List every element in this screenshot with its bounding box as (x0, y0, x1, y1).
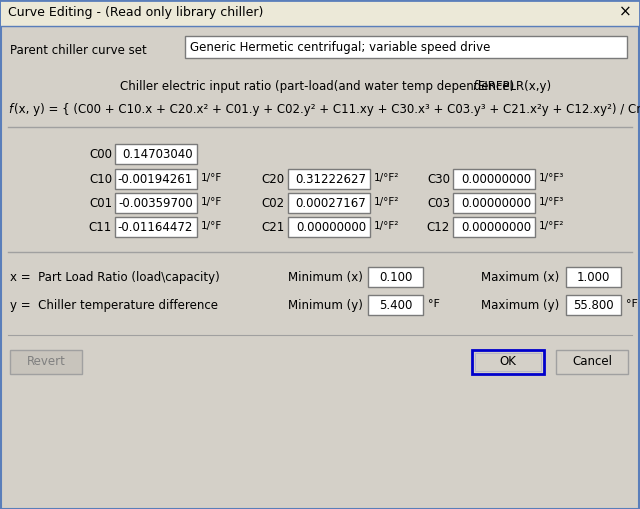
Text: 0.14703040: 0.14703040 (122, 148, 193, 161)
Text: f: f (8, 103, 12, 116)
Bar (472, 350, 544, 374)
Text: OK: OK (500, 354, 516, 367)
Text: -0.01164472: -0.01164472 (118, 220, 193, 234)
Text: 1/°F³: 1/°F³ (539, 196, 564, 207)
Bar (115, 217, 197, 238)
Text: C11: C11 (89, 220, 112, 234)
Bar (368, 295, 423, 316)
Text: 1/°F²: 1/°F² (539, 220, 564, 231)
Text: C20: C20 (262, 173, 285, 186)
Bar (115, 169, 197, 190)
Text: 0.100: 0.100 (379, 270, 412, 284)
Text: Chiller electric input ratio (part-load(and water temp dependence): Chiller electric input ratio (part-load(… (120, 80, 518, 93)
Text: 1/°F: 1/°F (201, 173, 222, 183)
Text: 1/°F³: 1/°F³ (539, 173, 564, 183)
Text: C02: C02 (262, 196, 285, 210)
Text: Generic Hermetic centrifugal; variable speed drive: Generic Hermetic centrifugal; variable s… (190, 41, 490, 54)
Text: 1/°F²: 1/°F² (374, 196, 399, 207)
Bar (288, 169, 370, 190)
Text: EIRFPLR(x,y): EIRFPLR(x,y) (478, 80, 552, 93)
Text: C30: C30 (427, 173, 450, 186)
Bar (288, 193, 370, 214)
Bar (115, 145, 197, 165)
Text: 0.00000000: 0.00000000 (461, 173, 531, 186)
Text: C01: C01 (89, 196, 112, 210)
Text: f: f (472, 80, 476, 93)
Text: C00: C00 (89, 148, 112, 161)
Text: C12: C12 (427, 220, 450, 234)
Bar (185, 37, 627, 59)
Text: Minimum (y): Minimum (y) (287, 298, 362, 312)
Text: Maximum (y): Maximum (y) (481, 298, 559, 312)
Bar (368, 267, 423, 288)
Bar (1, 1, 639, 27)
Bar (453, 193, 535, 214)
Text: Revert: Revert (27, 354, 65, 367)
Text: 5.400: 5.400 (379, 298, 412, 312)
Text: (x, y) = { (C00 + C10.x + C20.x² + C01.y + C02.y² + C11.xy + C30.x³ + C03.y³ + C: (x, y) = { (C00 + C10.x + C20.x² + C01.y… (14, 103, 640, 116)
Text: -0.00359700: -0.00359700 (118, 196, 193, 210)
Bar (566, 267, 621, 288)
Text: 1.000: 1.000 (577, 270, 610, 284)
Text: C10: C10 (89, 173, 112, 186)
Text: °F: °F (626, 298, 638, 308)
Text: 1/°F: 1/°F (201, 220, 222, 231)
Text: 1/°F: 1/°F (201, 196, 222, 207)
Text: 0.00000000: 0.00000000 (461, 196, 531, 210)
Bar (556, 350, 628, 374)
Text: Maximum (x): Maximum (x) (481, 270, 559, 284)
Text: Minimum (x): Minimum (x) (287, 270, 362, 284)
Text: ×: × (619, 5, 632, 20)
Text: 0.00000000: 0.00000000 (461, 220, 531, 234)
Bar (288, 217, 370, 238)
Bar (475, 353, 541, 371)
Bar (453, 169, 535, 190)
Text: Parent chiller curve set: Parent chiller curve set (10, 44, 147, 57)
Text: 0.00000000: 0.00000000 (296, 220, 366, 234)
Text: y =  Chiller temperature difference: y = Chiller temperature difference (10, 298, 218, 312)
Bar (453, 217, 535, 238)
Text: Curve Editing - (Read only library chiller): Curve Editing - (Read only library chill… (8, 6, 264, 19)
Text: 1/°F²: 1/°F² (374, 173, 399, 183)
Text: °F: °F (428, 298, 440, 308)
Text: C03: C03 (427, 196, 450, 210)
Text: 1/°F²: 1/°F² (374, 220, 399, 231)
Text: Cancel: Cancel (572, 354, 612, 367)
Text: 0.00027167: 0.00027167 (295, 196, 366, 210)
Text: C21: C21 (262, 220, 285, 234)
Bar (566, 295, 621, 316)
Text: 55.800: 55.800 (573, 298, 614, 312)
Text: 0.31222627: 0.31222627 (295, 173, 366, 186)
Text: -0.00194261: -0.00194261 (118, 173, 193, 186)
Bar (10, 350, 82, 374)
Text: x =  Part Load Ratio (load\capacity): x = Part Load Ratio (load\capacity) (10, 270, 220, 284)
Bar (115, 193, 197, 214)
